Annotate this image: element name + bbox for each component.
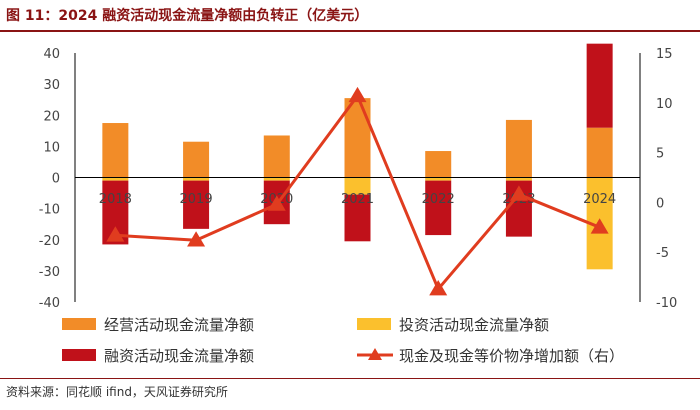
bar-s0-2022 — [425, 151, 452, 178]
left-tick-labels: 40 30 20 10 0 -10 -20 -30 -40 — [39, 47, 60, 311]
bar-s1-2020 — [263, 177, 290, 181]
line-marker-2020 — [267, 195, 286, 211]
line-marker-2021 — [348, 86, 367, 103]
left-tick-label: 40 — [43, 47, 60, 62]
x-tick-label: 2021 — [341, 192, 374, 207]
left-tick-label: -30 — [39, 265, 60, 280]
right-tick-label: 10 — [656, 97, 673, 112]
x-tick-label: 2024 — [583, 192, 616, 207]
left-tick-label: 10 — [43, 140, 60, 155]
legend-label: 融资活动现金流量净额 — [104, 347, 254, 365]
line-marker-2023 — [509, 185, 528, 201]
right-tick-label: 5 — [656, 147, 664, 162]
right-tick-label: -10 — [656, 296, 677, 311]
bar-s2-2019 — [183, 180, 210, 229]
bar-s1-2021 — [344, 177, 371, 195]
bar-s1-2023 — [505, 177, 532, 181]
x-tick-labels: 2018201920202021202220232024 — [99, 192, 616, 207]
legend-swatch — [357, 318, 391, 330]
right-tick-label: 15 — [656, 47, 673, 62]
left-tick-label: -40 — [39, 296, 60, 311]
title-divider — [0, 30, 700, 32]
line-marker-2024 — [590, 218, 609, 234]
x-tick-label: 2022 — [422, 192, 455, 207]
x-tick-label: 2018 — [99, 192, 132, 207]
bar-s0-2023 — [505, 119, 532, 178]
legend-label: 经营活动现金流量净额 — [104, 316, 254, 334]
left-tick-label: -20 — [39, 234, 60, 249]
figure-title: 图 11：2024 融资活动现金流量净额由负转正（亿美元） — [6, 8, 369, 24]
right-tick-label: 0 — [656, 196, 664, 211]
legend-marker — [368, 348, 382, 360]
right-tick-labels: 15 10 5 0 -5 -10 — [656, 47, 677, 311]
line-marker-2019 — [187, 231, 206, 247]
bar-group — [102, 43, 613, 270]
bar-s1-2018 — [102, 177, 129, 181]
bar-s2-2024 — [586, 43, 613, 128]
line-marker-2022 — [429, 280, 448, 296]
legend-label: 现金及现金等价物净增加额（右） — [399, 347, 624, 365]
source-note: 资料来源：同花顺 ifind，天风证券研究所 — [6, 385, 228, 399]
left-tick-label: 0 — [52, 172, 60, 187]
right-tick-label: -5 — [656, 246, 669, 261]
line-marker-2018 — [106, 226, 125, 242]
legend-swatch — [62, 349, 96, 361]
left-tick-label: 20 — [43, 109, 60, 124]
left-tick-label: 30 — [43, 78, 60, 93]
bar-s0-2021 — [344, 98, 371, 178]
source-divider — [0, 378, 700, 379]
bar-s1-2019 — [183, 177, 210, 181]
bar-s2-2021 — [344, 194, 371, 242]
bar-s0-2018 — [102, 123, 129, 178]
left-tick-label: -10 — [39, 203, 60, 218]
cash-flow-chart: 2018201920202021202220232024 403020100-1… — [39, 43, 677, 365]
bar-s2-2022 — [425, 180, 452, 236]
legend-swatch — [62, 318, 96, 330]
x-tick-label: 2019 — [180, 192, 213, 207]
bar-s1-2022 — [425, 177, 452, 181]
line-series-group — [106, 86, 609, 296]
bar-s0-2019 — [183, 141, 210, 178]
legend-label: 投资活动现金流量净额 — [399, 316, 549, 334]
bar-s0-2020 — [263, 135, 290, 178]
bar-s0-2024 — [586, 127, 613, 178]
